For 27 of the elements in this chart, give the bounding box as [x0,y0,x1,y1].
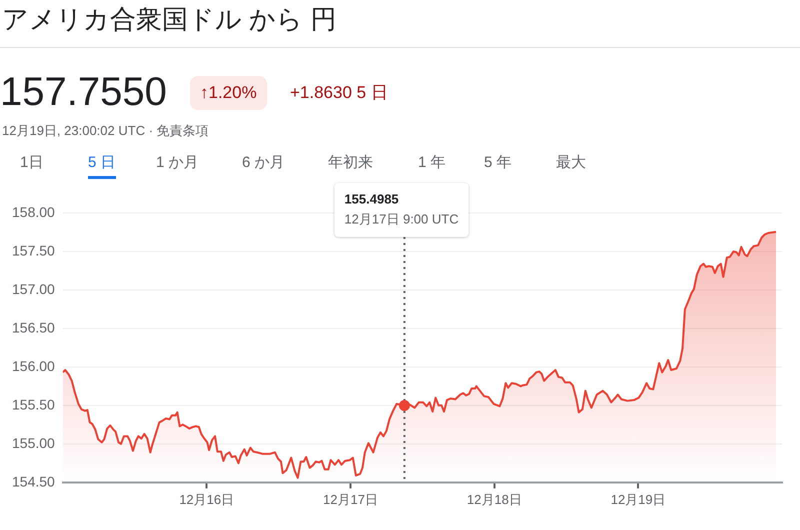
text: 6 か月 [242,153,285,173]
y-tick-label: 157.00 [12,280,56,297]
x-tick-label: 12月16日 [179,492,234,507]
text: ↑1.20% [190,76,267,110]
text: 1 年 [418,153,446,173]
x-tick-label: 12月19日 [610,492,666,507]
chart-title: アメリカ合衆国ドル から 円 [2,3,336,36]
text: 157.7550 [0,70,167,115]
x-tick-label: 12月17日 [323,492,378,507]
text: 5 年 [484,153,512,173]
y-tick-label: 156.50 [12,319,56,336]
y-tick-label: 155.00 [12,434,56,451]
y-tick-label: 155.50 [12,396,56,412]
y-tick-label: 156.00 [12,358,56,374]
y-tick-label: 158.00 [12,204,56,220]
text: 1日 [20,153,44,173]
y-tick-label: 157.50 [12,242,56,258]
x-tick-label: 12月18日 [466,492,522,507]
text: 5 日 [88,153,116,179]
text: 155.4985 [344,192,399,207]
text: 年初来 [328,153,373,173]
text: 1 か月 [156,153,199,173]
text: 12月19日, 23:00:02 UTC · 免責条項 [2,122,209,140]
text: +1.8630 5 日 [290,82,388,104]
annotation: 12月17日 9:00 UTC [344,212,459,227]
y-tick-label: 154.50 [12,473,56,490]
text: 最大 [556,153,586,173]
